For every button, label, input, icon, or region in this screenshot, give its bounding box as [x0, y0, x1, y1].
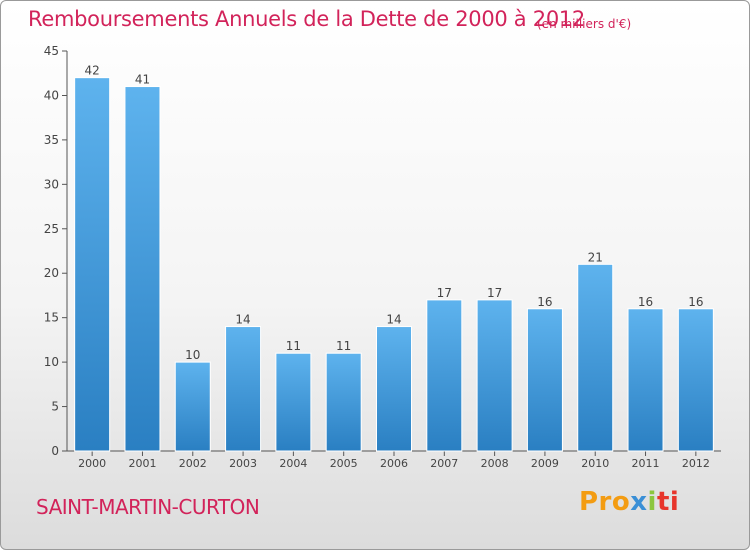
bar-value-label: 17	[437, 286, 452, 300]
x-tick-label: 2006	[380, 457, 408, 470]
y-tick-label: 25	[44, 222, 59, 236]
logo-part: i	[647, 487, 657, 517]
bar-2006	[376, 326, 412, 452]
logo-part: ti	[656, 487, 680, 517]
y-tick-label: 30	[44, 177, 59, 191]
x-tick-label: 2005	[330, 457, 358, 470]
x-axis: 2000 2001 2002 2003 2004 2005 2006 2007 2008 2009…	[67, 450, 721, 470]
bar-2009	[526, 308, 563, 452]
bar-2002	[174, 361, 211, 452]
y-axis: 0 5 10 15 20 25 30 35 40 45	[44, 44, 68, 458]
chart-subtitle: (en milliers d'€)	[537, 17, 632, 31]
bar-2001	[124, 86, 161, 452]
y-tick-label: 40	[44, 88, 59, 102]
bar-value-label: 16	[537, 295, 552, 309]
logo-part: Pro	[579, 487, 631, 517]
bar-2003	[225, 326, 262, 452]
bar-value-label: 42	[85, 64, 100, 78]
bar-value-label: 16	[688, 295, 703, 309]
bar-2008	[476, 299, 513, 452]
chart-title: Remboursements Annuels de la Dette de 20…	[28, 7, 585, 31]
y-tick-label: 35	[44, 133, 59, 147]
bar-value-label: 41	[135, 73, 150, 87]
y-tick-label: 20	[44, 266, 59, 280]
x-tick-label: 2002	[179, 457, 207, 470]
logo-part: x	[630, 487, 648, 517]
bar-2000	[74, 77, 111, 452]
x-tick-label: 2009	[531, 457, 559, 470]
x-tick-label: 2007	[430, 457, 458, 470]
x-tick-label: 2000	[78, 457, 106, 470]
bar-value-label: 14	[386, 313, 401, 327]
x-tick-label: 2004	[279, 457, 307, 470]
proxiti-logo: Proxiti	[579, 487, 679, 517]
x-tick-label: 2012	[682, 457, 710, 470]
bar-2005	[325, 352, 362, 452]
x-tick-label: 2003	[229, 457, 257, 470]
bar-value-label: 21	[588, 250, 603, 264]
bar-value-label: 17	[487, 286, 502, 300]
x-tick-label: 2010	[581, 457, 609, 470]
bar-value-label: 10	[185, 348, 200, 362]
bar-2010	[577, 263, 614, 452]
commune-name: SAINT-MARTIN-CURTON	[36, 495, 260, 519]
x-tick-label: 2001	[128, 457, 156, 470]
bars: 42 41 10 14 11 11 14 17 17 16 21 16 16	[74, 64, 714, 452]
y-tick-label: 0	[51, 444, 59, 458]
x-tick-label: 2011	[632, 457, 660, 470]
bar-2004	[275, 352, 312, 452]
bar-value-label: 16	[638, 295, 653, 309]
x-tick-label: 2008	[481, 457, 509, 470]
bar-2007	[426, 299, 463, 452]
bar-value-label: 14	[235, 313, 250, 327]
bar-value-label: 11	[286, 339, 301, 353]
y-tick-label: 15	[44, 311, 59, 325]
y-tick-label: 45	[44, 44, 59, 58]
y-tick-label: 5	[51, 400, 59, 414]
bar-2011	[627, 308, 664, 452]
bar-2012	[677, 308, 714, 452]
y-tick-label: 10	[44, 355, 59, 369]
bar-value-label: 11	[336, 339, 351, 353]
